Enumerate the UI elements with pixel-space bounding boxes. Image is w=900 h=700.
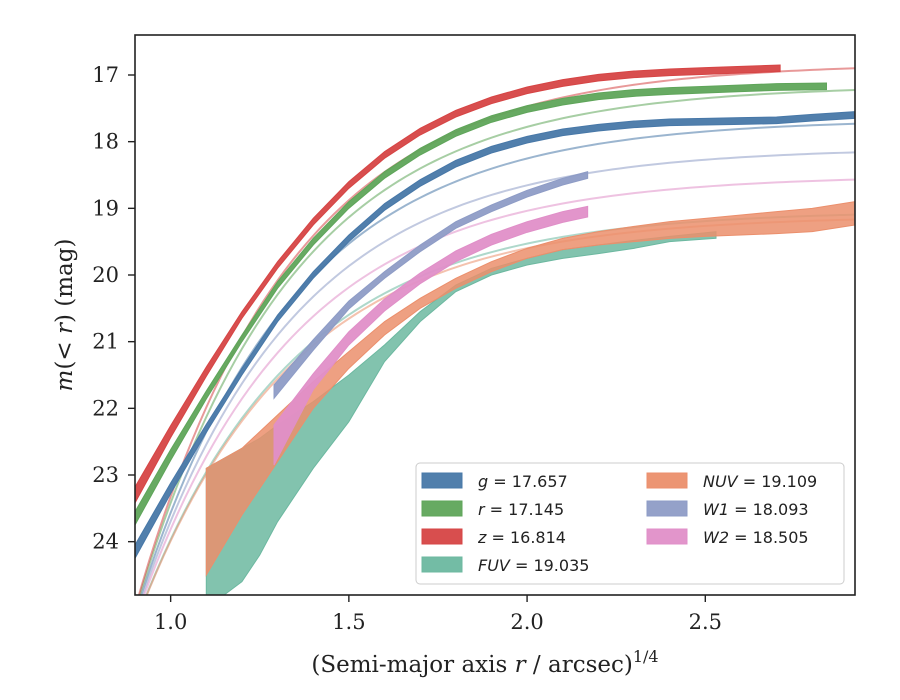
band-w1 [273, 171, 589, 400]
model-curve-g [140, 122, 855, 595]
y-axis-ticks: 17 18 19 20 21 22 23 24 [92, 63, 135, 554]
y-tick-label: 21 [92, 330, 119, 354]
band-z [135, 64, 781, 504]
model-curve-r [138, 89, 855, 595]
legend-label-r: r = 17.145 [478, 500, 564, 519]
band-w2 [273, 205, 589, 466]
axes-frame [134, 34, 856, 596]
x-axis-ticks: 1.0 1.5 2.0 2.5 [154, 595, 722, 634]
model-curve-w2 [143, 178, 855, 595]
x-tick-label: 2.0 [510, 610, 543, 634]
legend-label-g: g = 17.657 [478, 472, 568, 491]
legend-label-w2: W2 = 18.505 [703, 528, 809, 547]
legend-swatch-nuv [646, 472, 688, 489]
x-tick-label: 2.5 [689, 610, 722, 634]
legend-swatch-z [421, 528, 463, 545]
legend-label-fuv: FUV = 19.035 [478, 556, 589, 575]
y-tick-label: 23 [92, 463, 119, 487]
y-tick-label: 24 [92, 530, 119, 554]
y-tick-label: 19 [92, 196, 119, 220]
y-tick-label: 18 [92, 130, 119, 154]
legend-swatch-fuv [421, 556, 463, 573]
band-g [135, 111, 855, 559]
legend-swatch-w1 [646, 500, 688, 517]
legend-swatch-r [421, 500, 463, 517]
legend-swatch-g [421, 472, 463, 489]
plot-area [135, 64, 855, 595]
legend-box [415, 462, 845, 585]
y-tick-label: 22 [92, 396, 119, 420]
legend-label-z: z = 16.814 [477, 528, 566, 547]
band-r [135, 82, 827, 526]
x-tick-label: 1.5 [332, 610, 365, 634]
legend-swatch-w2 [646, 528, 688, 545]
x-tick-label: 1.0 [154, 610, 187, 634]
y-tick-label: 17 [92, 63, 119, 87]
band-nuv [205, 201, 855, 577]
model-curve-w1 [141, 151, 855, 595]
x-axis-label: (Semi-major axis r / arcsec)1/4 [311, 647, 658, 678]
y-axis-label: m(< r) (mag) [52, 239, 78, 392]
y-tick-label: 20 [92, 263, 119, 287]
legend-label-w1: W1 = 18.093 [703, 500, 809, 519]
legend: g = 17.657 r = 17.145 z = 16.814 FUV = 19.0… [415, 462, 845, 585]
legend-label-nuv: NUV = 19.109 [703, 472, 817, 491]
